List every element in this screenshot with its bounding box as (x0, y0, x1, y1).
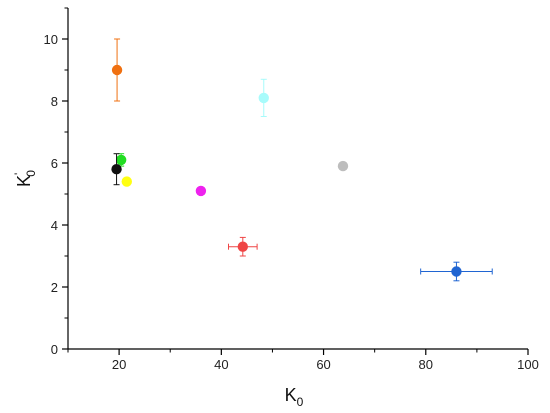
x-tick-label: 100 (517, 357, 539, 372)
y-tick-label: 2 (51, 280, 58, 295)
y-axis-title-main: K (14, 175, 34, 187)
data-point-group (420, 261, 493, 282)
y-axis-title: K'0 (12, 170, 38, 187)
y-axis-title-group: K'0 (12, 170, 38, 187)
x-tick-label: 20 (112, 357, 126, 372)
y-axis-title-subscript: 0 (24, 170, 38, 177)
data-point (237, 241, 248, 252)
y-tick-label: 0 (51, 342, 58, 357)
data-point (121, 176, 132, 187)
y-tick-label: 6 (51, 156, 58, 171)
data-points (111, 38, 493, 282)
axes: 20 40 60 80 100 0 2 4 6 8 10 (44, 7, 539, 372)
y-tick-label: 10 (44, 32, 58, 47)
data-point (337, 160, 349, 172)
data-point-group (111, 153, 122, 186)
x-tick-label: 80 (419, 357, 433, 372)
x-tick-label: 40 (214, 357, 228, 372)
y-tick-label: 4 (51, 218, 58, 233)
x-axis-title-main: K (285, 385, 297, 405)
data-point (195, 185, 207, 197)
data-point-group (337, 160, 349, 172)
data-point-group (195, 185, 207, 197)
data-point-group (227, 236, 258, 257)
x-axis-title: K0 (285, 385, 304, 409)
data-point (111, 164, 122, 175)
data-point-group (115, 153, 127, 167)
data-point (451, 266, 462, 277)
x-axis-title-subscript: 0 (297, 395, 304, 409)
axis-titles: K0K'0 (12, 170, 304, 409)
y-tick-label: 8 (51, 94, 58, 109)
data-point-group (121, 176, 132, 187)
data-point (111, 64, 123, 76)
data-point-group (111, 38, 123, 102)
data-point (115, 154, 127, 166)
x-tick-label: 60 (316, 357, 330, 372)
y-axis-title-prime: ' (12, 173, 26, 175)
data-point-group (258, 78, 269, 117)
data-point (258, 92, 269, 104)
